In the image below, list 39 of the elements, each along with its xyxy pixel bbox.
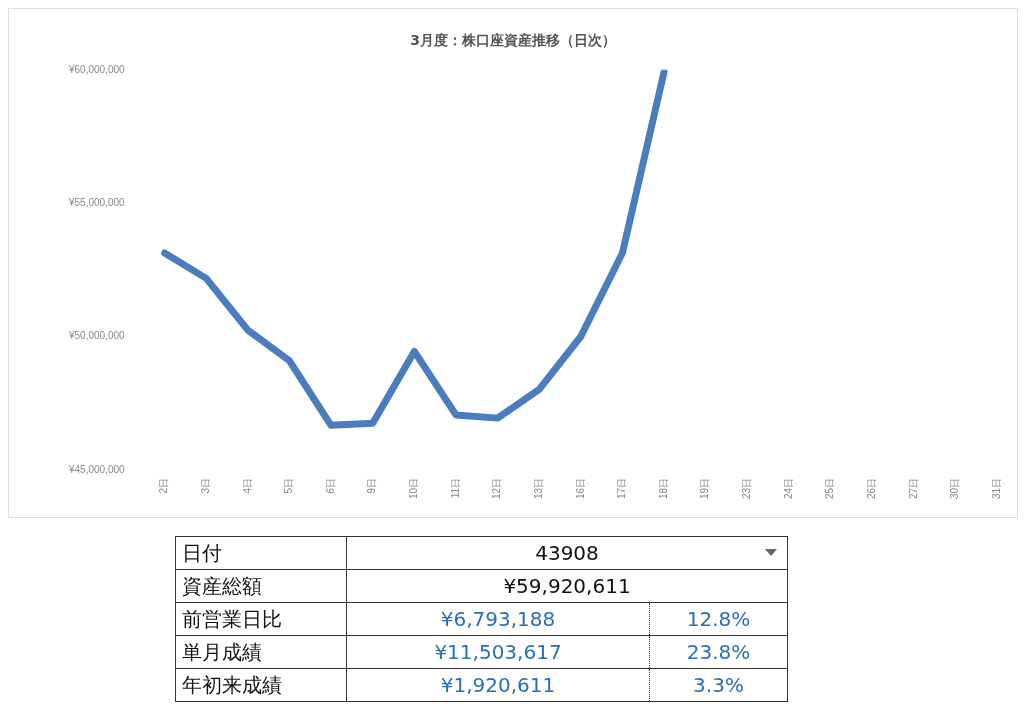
x-tick-label: 30日 (949, 477, 961, 499)
x-tick-label: 2日 (158, 477, 170, 494)
text: 日付 (175, 536, 347, 570)
y-tick-label: ¥50,000,000 (67, 330, 126, 342)
x-tick-label: 26日 (865, 477, 877, 499)
y-tick-label: ¥60,000,000 (67, 63, 126, 75)
text: ¥6,793,188 (346, 602, 650, 636)
text: 前営業日比 (175, 602, 347, 636)
x-tick-label: 10日 (408, 477, 420, 499)
text: 単月成績 (175, 635, 347, 669)
chart-title: 3月度：株口座資産推移（日次） (410, 32, 616, 49)
text: 資産総額 (175, 569, 347, 603)
x-tick-label: 27日 (907, 477, 919, 499)
text: 23.8% (649, 635, 788, 669)
x-tick-label: 17日 (616, 477, 628, 499)
text: 43908 (346, 536, 788, 570)
x-tick-label: 13日 (532, 477, 544, 499)
x-tick-label: 16日 (574, 477, 586, 499)
x-tick-label: 31日 (990, 477, 1002, 499)
x-tick-label: 3日 (199, 477, 211, 494)
x-tick-label: 5日 (283, 477, 295, 494)
x-tick-label: 18日 (657, 477, 669, 499)
text: 年初来成績 (175, 668, 347, 702)
text: 3.3% (649, 668, 788, 702)
text: ¥59,920,611 (346, 569, 788, 603)
x-tick-label: 6日 (324, 477, 336, 494)
x-tick-label: 12日 (491, 477, 503, 499)
text: ¥1,920,611 (346, 668, 650, 702)
x-tick-label: 19日 (699, 477, 711, 499)
x-tick-label: 11日 (449, 477, 461, 499)
x-tick-label: 25日 (824, 477, 836, 499)
x-tick-label: 9日 (366, 477, 378, 494)
x-tick-label: 23日 (741, 477, 753, 499)
text: 12.8% (649, 602, 788, 636)
x-tick-label: 24日 (782, 477, 794, 499)
text: ¥11,503,617 (346, 635, 650, 669)
y-tick-label: ¥45,000,000 (67, 463, 126, 475)
y-tick-label: ¥55,000,000 (67, 196, 126, 208)
x-tick-label: 4日 (241, 477, 253, 494)
